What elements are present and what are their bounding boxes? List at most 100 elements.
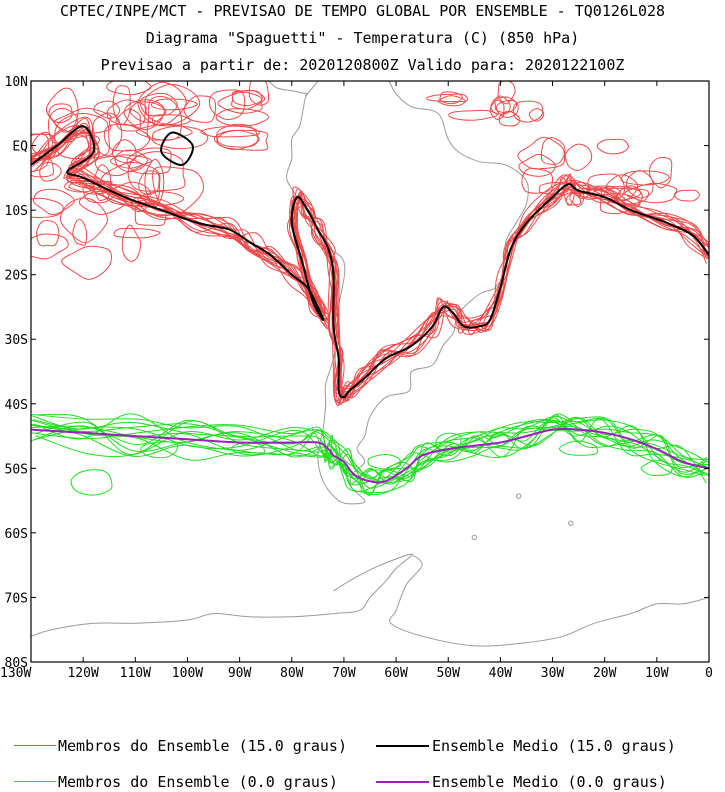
member-15c-contour [31, 233, 69, 260]
member-15c-contour [109, 154, 153, 169]
coast-island [471, 534, 478, 541]
member-15c-contour [564, 143, 593, 171]
member-15c-contour [200, 125, 260, 138]
legend-label-mean0: Ensemble Medio (0.0 graus) [432, 773, 667, 791]
member-15c-contour [68, 180, 113, 195]
member-15c-contour [126, 147, 172, 175]
member-15c-contour [137, 191, 185, 206]
lat-tick-label: 60S [5, 527, 28, 542]
member-15c-contour [31, 133, 50, 172]
lon-tick-label: 120W [67, 666, 98, 681]
lat-tick-label: 20S [5, 269, 28, 284]
legend-swatch-member0 [14, 781, 56, 782]
member-0c-contour [35, 419, 709, 496]
legend-label-member15: Membros do Ensemble (15.0 graus) [58, 737, 347, 755]
member-15c-contour [596, 138, 629, 155]
lon-tick-label: 10W [645, 666, 669, 681]
member-0c-contour [31, 416, 709, 480]
member-15c-contour [625, 170, 654, 199]
member-15c-contour [599, 193, 641, 215]
member-15c-contour [616, 185, 643, 206]
ensemble-mean-layer [31, 125, 709, 484]
member-15c-contour [127, 151, 186, 192]
lon-tick-label: 110W [120, 666, 151, 681]
member-15c-contour [130, 196, 147, 213]
member-0c-contour [31, 424, 709, 494]
legend-swatch-member15 [14, 745, 56, 746]
member-15c-contour [59, 197, 108, 244]
member-0c-contour [31, 420, 708, 484]
member-15c-contour [45, 87, 79, 133]
member-0c-contour [33, 413, 707, 496]
member-15c-contour [32, 188, 75, 216]
member-15c-contour [144, 158, 165, 208]
member-15c-contour [129, 101, 167, 124]
member-15c-contour [106, 99, 147, 126]
member-15c-contour [123, 99, 165, 130]
member-15c-contour [208, 89, 246, 121]
lon-tick-label: 60W [384, 666, 408, 681]
coast-antarctica-weddell [388, 553, 709, 647]
lon-tick-label: 0 [705, 666, 713, 681]
member-0c-contour [34, 413, 709, 482]
member-15c-contour [61, 245, 112, 280]
member-15c-contour [103, 123, 151, 152]
member-15c-contour [146, 95, 183, 141]
member-15c-contour [437, 95, 467, 107]
member-15c-contour [115, 108, 141, 132]
member-15c-contour [31, 125, 709, 401]
coast-antarctica-west [31, 553, 413, 637]
coast-island [568, 520, 574, 526]
member-15c-contour [32, 129, 706, 402]
legend-swatch-mean0 [376, 781, 429, 783]
member-15c-contour [106, 81, 152, 96]
legend-label-mean15: Ensemble Medio (15.0 graus) [432, 737, 676, 755]
member-15c-contour [31, 126, 709, 405]
member-15c-contour [674, 189, 700, 202]
member-15c-contour [139, 92, 178, 117]
member-0c-contour [32, 414, 709, 485]
member-15c-contour [78, 190, 126, 216]
legend-label-member0: Membros do Ensemble (0.0 graus) [58, 773, 338, 791]
lon-tick-label: 130W [0, 666, 31, 681]
lat-tick-label: 40S [5, 398, 28, 413]
member-15c-contour [112, 85, 131, 126]
member-0c-contour [640, 459, 673, 476]
member-15c-contour [31, 117, 709, 400]
member-15c-contour [497, 81, 516, 105]
member-15c-contour [93, 164, 112, 202]
member-15c-contour [495, 99, 519, 118]
member-15c-contour [31, 133, 54, 161]
member-15c-contour [448, 109, 498, 121]
member-15c-contour [150, 98, 198, 111]
member-15c-contour [39, 161, 62, 182]
member-15c-contour [648, 156, 673, 189]
member-0c-contour [231, 441, 266, 456]
member-15c-contour [31, 197, 64, 219]
lon-tick-label: 90W [228, 666, 252, 681]
coast-south-america [286, 81, 529, 505]
member-15c-contour [134, 201, 168, 227]
member-15c-contour [231, 89, 266, 110]
lat-tick-label: 70S [5, 591, 28, 606]
plot-frame [30, 80, 710, 663]
member-15c-contour [521, 167, 554, 194]
ensemble-members-15c-layer [31, 81, 709, 407]
member-15c-contour [31, 131, 58, 160]
member-0c-contour [70, 469, 113, 496]
title-line-2: Diagrama "Spaguetti" - Temperatura (C) (… [145, 29, 580, 47]
lon-tick-label: 70W [332, 666, 356, 681]
member-0c-contour [32, 419, 707, 484]
member-15c-contour [489, 99, 505, 120]
title-line-1: CPTEC/INPE/MCT - PREVISAO DE TEMPO GLOBA… [59, 2, 666, 20]
member-15c-contour [72, 218, 88, 246]
lon-tick-label: 30W [541, 666, 565, 681]
lat-tick-label: EQ [12, 140, 28, 155]
lat-tick-label: 10S [5, 204, 28, 219]
member-0c-contour [31, 413, 706, 486]
member-15c-contour [540, 137, 566, 165]
member-15c-contour [106, 181, 152, 203]
lat-tick-label: 30S [5, 333, 28, 348]
coast-caribbean [276, 81, 277, 82]
